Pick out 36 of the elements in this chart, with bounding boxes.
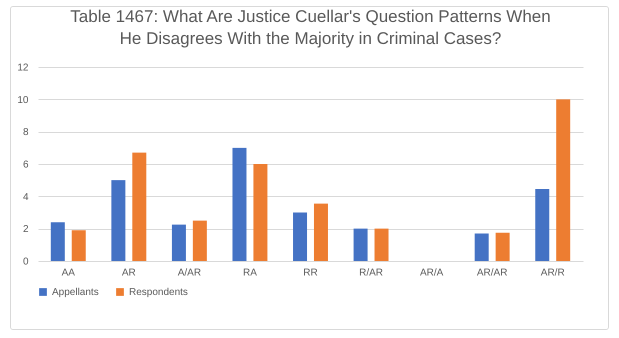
- y-tick-label: 4: [22, 192, 29, 203]
- x-tick-label: RA: [242, 268, 258, 278]
- x-tick-label: AR: [122, 268, 136, 278]
- y-tick-label: 8: [22, 127, 29, 138]
- bar: [253, 164, 268, 261]
- bar: [374, 228, 389, 261]
- bar: [496, 232, 510, 261]
- y-tick-label: 2: [22, 224, 29, 236]
- bar: [132, 152, 146, 261]
- bar: [232, 148, 246, 261]
- bar: [172, 224, 186, 261]
- legend-label: Respondents: [129, 287, 188, 298]
- x-tick-label: AR/R: [540, 268, 565, 278]
- y-tick-label: 0: [22, 256, 29, 268]
- x-tick-label: RR: [303, 268, 318, 278]
- bar: [50, 222, 65, 261]
- bar: [314, 204, 328, 261]
- y-tick-label: 10: [17, 94, 29, 106]
- x-tick-label: R/AR: [359, 268, 384, 278]
- bar: [192, 220, 207, 261]
- y-tick-label: 6: [22, 160, 29, 170]
- text: He Disagrees With the Majority in Criminal Cases?: [120, 29, 502, 48]
- bar: [535, 189, 550, 261]
- bar: [111, 180, 126, 261]
- y-tick-label: 12: [17, 62, 29, 74]
- text: Table 1467: What Are Justice Cuellar's Question Patterns When: [70, 7, 551, 26]
- bar: [474, 234, 489, 261]
- x-tick-label: AR/AR: [476, 268, 508, 278]
- bar: [354, 228, 368, 261]
- bar: [293, 212, 308, 261]
- bar: [556, 99, 570, 261]
- x-tick-label: AR/A: [420, 268, 444, 278]
- legend-label: Appellants: [52, 287, 99, 298]
- x-tick-label: A/AR: [178, 268, 202, 278]
- x-tick-label: AA: [62, 268, 76, 278]
- bar: [72, 230, 86, 261]
